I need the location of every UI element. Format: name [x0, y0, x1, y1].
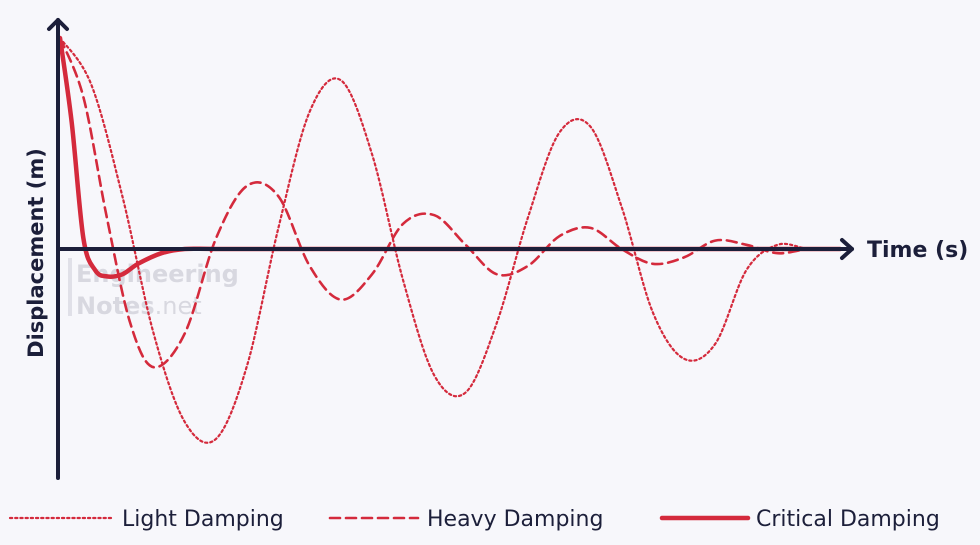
- series-line-light-damping: [58, 36, 842, 444]
- x-axis-label: Time (s): [867, 238, 968, 263]
- legend-label-light-damping: Light Damping: [122, 507, 284, 532]
- watermark-bar: [68, 258, 72, 316]
- legend-label-heavy-damping: Heavy Damping: [427, 507, 603, 532]
- series-line-critical-damping: [57, 35, 843, 279]
- legend-label-critical-damping: Critical Damping: [756, 507, 940, 532]
- y-axis-arrowhead: [47, 18, 69, 31]
- watermark-line2: Notes.net: [76, 292, 202, 320]
- y-axis-label: Displacement (m): [24, 148, 48, 358]
- watermark-notes: Notes: [76, 292, 155, 320]
- axes: [47, 18, 854, 480]
- x-axis-arrowhead: [840, 238, 854, 260]
- series-layer: [57, 35, 843, 444]
- legend: Light Damping Heavy Damping Critical Dampi…: [8, 507, 940, 532]
